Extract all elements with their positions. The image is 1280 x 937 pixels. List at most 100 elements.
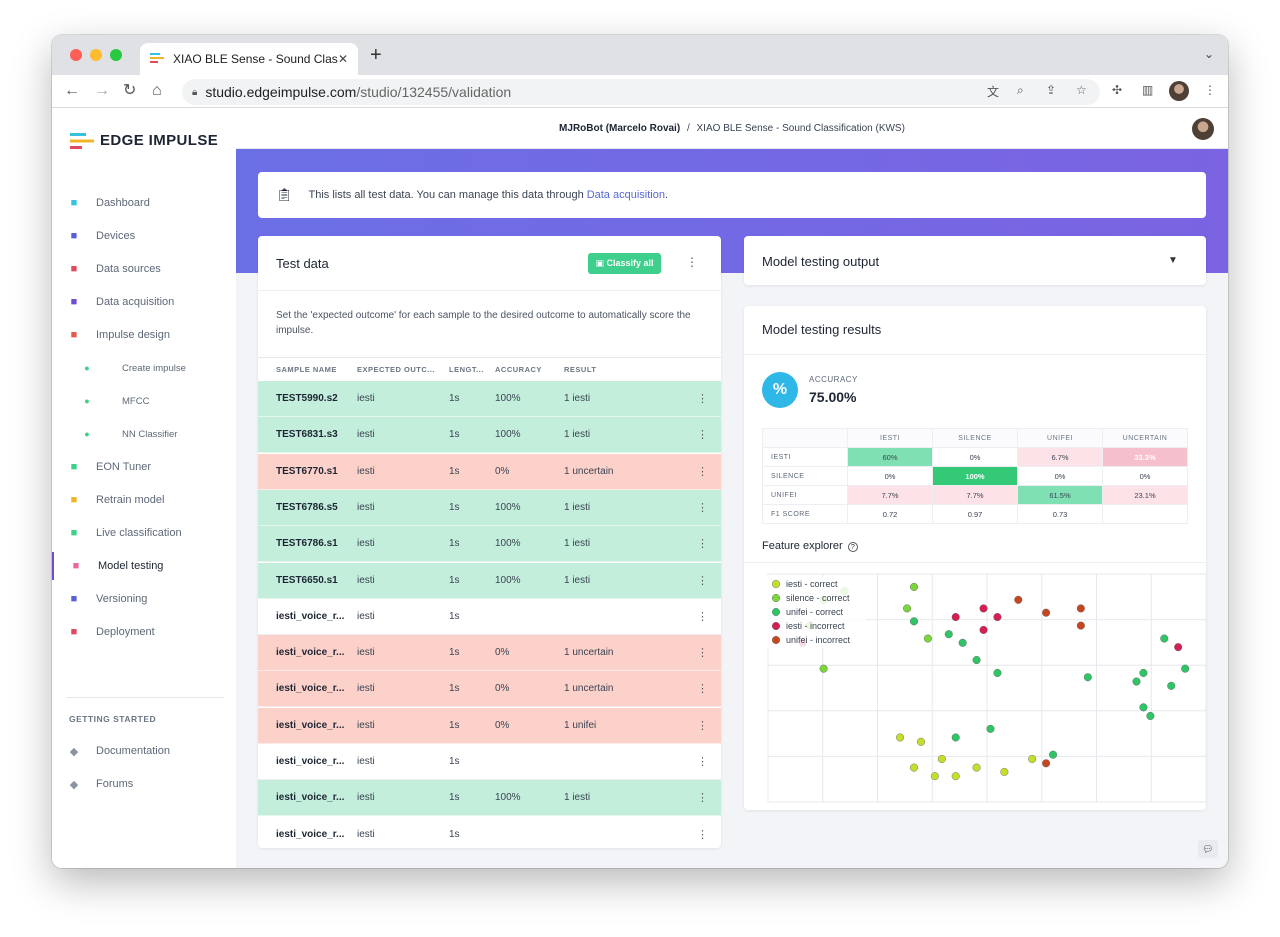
scatter-point[interactable]	[909, 617, 918, 626]
minimize-window-button[interactable]	[90, 49, 102, 61]
scatter-point[interactable]	[944, 630, 953, 639]
row-menu-icon[interactable]: ⋮	[697, 501, 708, 514]
scatter-point[interactable]	[1139, 668, 1148, 677]
profile-avatar[interactable]	[1169, 81, 1189, 101]
sidebar-item-data-sources[interactable]: ■ Data sources	[52, 255, 236, 283]
feature-explorer-chart[interactable]: iesti - correct silence - correct unifei -…	[744, 570, 1206, 806]
scatter-point[interactable]	[1132, 677, 1141, 686]
scatter-point[interactable]	[1042, 608, 1051, 617]
sidebar-item-retrain-model[interactable]: ■ Retrain model	[52, 486, 236, 514]
browser-tab[interactable]: XIAO BLE Sense - Sound Class ✕	[140, 43, 358, 75]
column-header-result[interactable]: RESULT	[564, 365, 597, 374]
scatter-point[interactable]	[1000, 767, 1009, 776]
translate-icon[interactable]: 文	[987, 85, 1000, 99]
scatter-point[interactable]	[909, 763, 918, 772]
expected-outcome[interactable]: iesti	[357, 574, 375, 586]
scatter-point[interactable]	[819, 664, 828, 673]
new-tab-button[interactable]: +	[370, 44, 382, 66]
sidebar-item-devices[interactable]: ■ Devices	[52, 222, 236, 250]
url-field[interactable]: 🔒︎ studio.edgeimpulse.com/studio/132455/…	[182, 79, 1100, 105]
scatter-point[interactable]	[937, 754, 946, 763]
scatter-point[interactable]	[979, 604, 988, 613]
scatter-point[interactable]	[951, 772, 960, 781]
legend-label[interactable]: iesti - correct	[786, 579, 838, 589]
scatter-point[interactable]	[1042, 759, 1051, 768]
expected-outcome[interactable]: iesti	[357, 465, 375, 477]
edge-impulse-logo[interactable]: EDGE IMPULSE	[70, 132, 218, 149]
scatter-point[interactable]	[972, 763, 981, 772]
sidebar-item-live-classification[interactable]: ■ Live classification	[52, 519, 236, 547]
close-tab-icon[interactable]: ✕	[337, 52, 348, 66]
scatter-point[interactable]	[1181, 664, 1190, 673]
scatter-point[interactable]	[909, 582, 918, 591]
browser-menu-icon[interactable]: ⋮	[1204, 83, 1216, 97]
user-avatar[interactable]	[1192, 118, 1214, 140]
legend-label[interactable]: silence - correct	[786, 593, 850, 603]
extensions-icon[interactable]: ✣	[1112, 83, 1123, 97]
model-testing-output-panel[interactable]: Model testing output ▼	[744, 236, 1206, 285]
legend-label[interactable]: unifei - incorrect	[786, 635, 851, 645]
table-row[interactable]: iesti_voice_r... iesti 1s 0% 1 uncertain ⋮	[258, 635, 721, 672]
scatter-point[interactable]	[993, 613, 1002, 622]
sidebar-item-dashboard[interactable]: ■ Dashboard	[52, 189, 236, 217]
expected-outcome[interactable]: iesti	[357, 647, 375, 659]
table-row[interactable]: iesti_voice_r... iesti 1s 0% 1 uncertain ⋮	[258, 671, 721, 708]
bookmark-star-icon[interactable]: ☆	[1076, 83, 1087, 97]
back-arrow-icon[interactable]: ←	[64, 82, 80, 99]
sidebar-item-nn-classifier[interactable]: ● NN Classifier	[52, 420, 236, 448]
scatter-point[interactable]	[951, 733, 960, 742]
table-row[interactable]: TEST6786.s1 iesti 1s 100% 1 iesti ⋮	[258, 526, 721, 563]
data-acquisition-link[interactable]: Data acquisition	[586, 189, 665, 201]
expected-outcome[interactable]: iesti	[357, 538, 375, 550]
scatter-point[interactable]	[1160, 634, 1169, 643]
row-menu-icon[interactable]: ⋮	[697, 610, 708, 623]
scatter-point[interactable]	[1146, 711, 1155, 720]
sidebar-item-versioning[interactable]: ■ Versioning	[52, 585, 236, 613]
expected-outcome[interactable]: iesti	[357, 756, 375, 767]
scatter-point[interactable]	[1014, 595, 1023, 604]
sidebar-item-forums[interactable]: ◆ Forums	[52, 770, 236, 798]
scatter-point[interactable]	[1076, 621, 1085, 630]
expected-outcome[interactable]: iesti	[357, 683, 375, 695]
tab-search-icon[interactable]: ⌄	[1203, 47, 1214, 61]
sidebar-item-deployment[interactable]: ■ Deployment	[52, 618, 236, 646]
zoom-icon[interactable]: ⌕	[1017, 83, 1024, 97]
table-row[interactable]: TEST6786.s5 iesti 1s 100% 1 iesti ⋮	[258, 489, 721, 526]
forward-arrow-icon[interactable]: →	[94, 82, 110, 99]
reload-icon[interactable]: ↻	[123, 82, 137, 99]
scatter-point[interactable]	[923, 634, 932, 643]
expected-outcome[interactable]: iesti	[357, 429, 375, 441]
sidebar-item-mfcc[interactable]: ● MFCC	[52, 387, 236, 415]
side-panel-icon[interactable]: ▥	[1142, 83, 1154, 97]
scatter-point[interactable]	[972, 656, 981, 665]
row-menu-icon[interactable]: ⋮	[697, 538, 708, 551]
scatter-point[interactable]	[1174, 643, 1183, 652]
feedback-icon[interactable]: 💬︎	[1198, 840, 1218, 858]
legend-label[interactable]: unifei - correct	[786, 607, 844, 617]
table-row[interactable]: iesti_voice_r... iesti 1s ⋮	[258, 816, 721, 848]
kebab-menu-icon[interactable]: ⋮	[686, 255, 698, 269]
column-header-accuracy[interactable]: ACCURACY	[495, 365, 542, 374]
row-menu-icon[interactable]: ⋮	[697, 574, 708, 587]
expected-outcome[interactable]: iesti	[357, 610, 375, 622]
row-menu-icon[interactable]: ⋮	[697, 465, 708, 478]
scatter-point[interactable]	[896, 733, 905, 742]
row-menu-icon[interactable]: ⋮	[697, 719, 708, 732]
column-header-length[interactable]: LENGT...	[449, 365, 484, 374]
row-menu-icon[interactable]: ⋮	[697, 647, 708, 660]
scatter-point[interactable]	[951, 613, 960, 622]
expected-outcome[interactable]: iesti	[357, 828, 375, 840]
row-menu-icon[interactable]: ⋮	[697, 429, 708, 442]
project-owner[interactable]: MJRoBot (Marcelo Rovai)	[559, 123, 681, 134]
scatter-point[interactable]	[986, 724, 995, 733]
row-menu-icon[interactable]: ⋮	[697, 792, 708, 805]
row-menu-icon[interactable]: ⋮	[697, 393, 708, 405]
table-row[interactable]: TEST6770.s1 iesti 1s 0% 1 uncertain ⋮	[258, 453, 721, 490]
close-window-button[interactable]	[70, 49, 82, 61]
caret-down-icon[interactable]: ▼	[1168, 255, 1178, 266]
table-row[interactable]: TEST6650.s1 iesti 1s 100% 1 iesti ⋮	[258, 562, 721, 599]
sidebar-item-model-testing[interactable]: ■ Model testing	[52, 552, 236, 580]
scatter-point[interactable]	[979, 625, 988, 634]
column-header-expected-outcome[interactable]: EXPECTED OUTC...	[357, 365, 436, 374]
scatter-point[interactable]	[1083, 673, 1092, 682]
